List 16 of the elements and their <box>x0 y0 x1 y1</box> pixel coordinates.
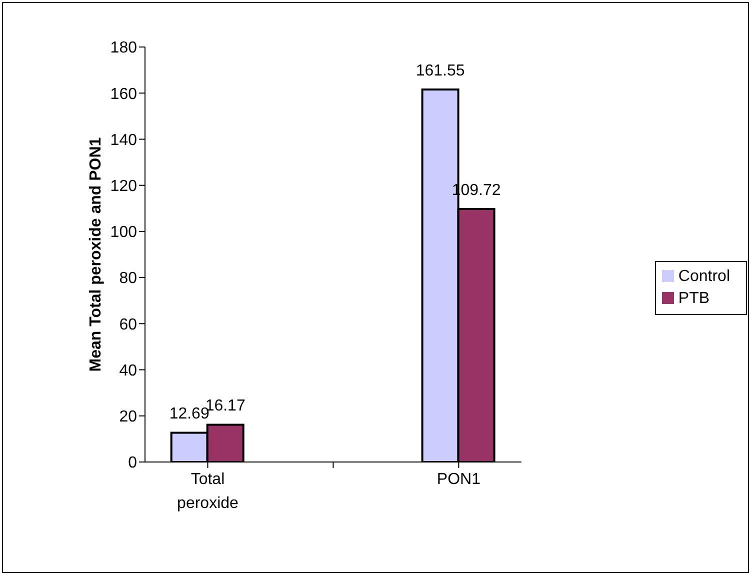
y-tick-label: 20 <box>119 408 138 426</box>
y-tick-label: 120 <box>110 178 138 196</box>
legend-label: PTB <box>678 290 710 306</box>
y-tick-label: 100 <box>110 224 138 242</box>
y-tick-label: 160 <box>110 86 138 103</box>
x-tick-label: PON1 <box>436 471 481 488</box>
y-tick-label: 180 <box>110 40 138 57</box>
data-label: 161.55 <box>416 62 465 80</box>
y-tick-label: 80 <box>119 270 138 288</box>
legend-label: Control <box>678 268 730 284</box>
y-tick-label: 140 <box>110 132 138 149</box>
y-tick-label: 0 <box>128 454 138 472</box>
y-tick-label: 40 <box>119 362 138 380</box>
x-tick-label: Total peroxide <box>177 471 239 512</box>
y-axis-title: Mean Total peroxide and PON1 <box>88 137 105 372</box>
y-tick-label: 60 <box>119 316 138 334</box>
